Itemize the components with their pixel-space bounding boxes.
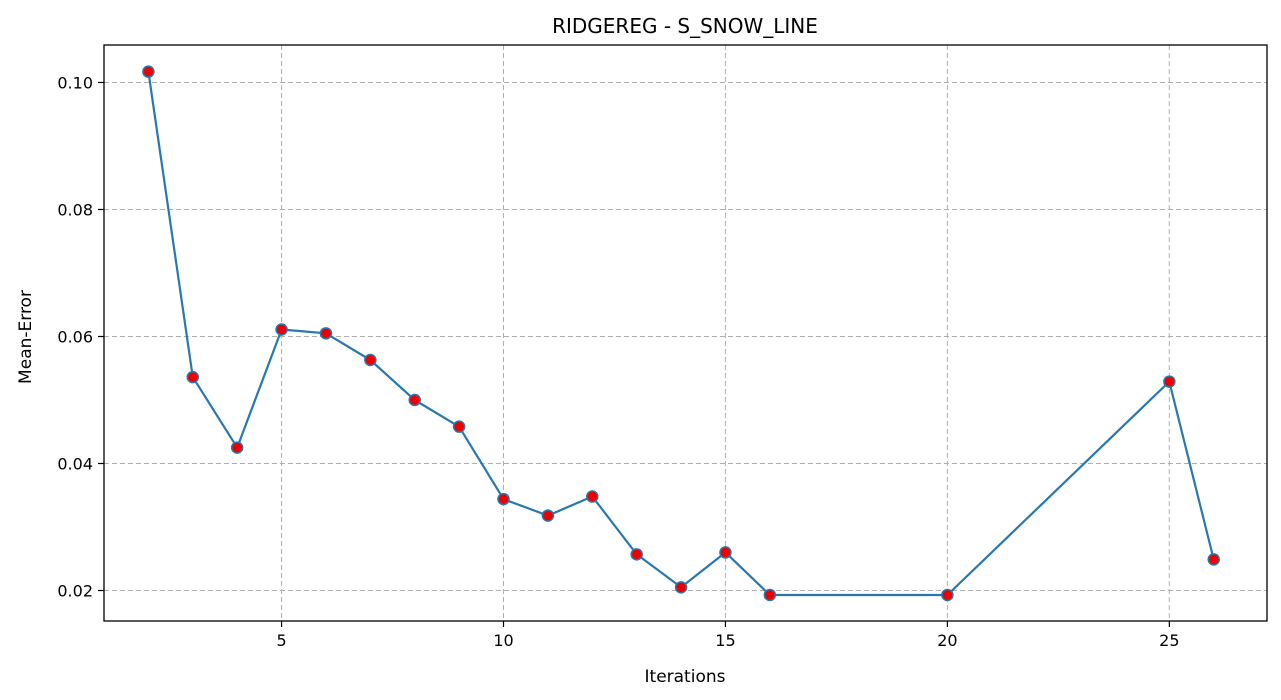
data-point [319, 327, 333, 340]
data-point [1207, 553, 1220, 566]
data-point [497, 492, 510, 506]
data-point [364, 353, 377, 367]
x-tick-label: 10 [493, 631, 513, 650]
data-point [452, 420, 466, 433]
y-axis-label: Mean-Error [16, 290, 36, 384]
data-point [586, 490, 599, 503]
x-tick-label: 25 [1159, 631, 1179, 650]
data-point [674, 581, 688, 594]
data-point [941, 588, 954, 602]
x-tick-label: 5 [276, 631, 286, 650]
grid-lines [104, 45, 1267, 621]
data-point [630, 548, 643, 561]
data-point [408, 393, 421, 407]
data-point [541, 509, 555, 522]
y-tick-label: 0.08 [57, 200, 93, 219]
y-tick-label: 0.04 [57, 455, 93, 474]
series-line [147, 71, 1215, 597]
data-point [186, 370, 200, 384]
data-point [142, 65, 155, 78]
x-axis-label: Iterations [645, 667, 726, 687]
series-layer [142, 65, 1220, 602]
chart-title: RIDGEREG - S_SNOW_LINE [552, 14, 818, 38]
data-point [1163, 375, 1176, 388]
tick-layer: 5 10 15 20 25 0.02 0.04 0.06 0.08 0.10 [57, 73, 1179, 650]
y-tick-label: 0.02 [57, 582, 93, 601]
data-point [719, 546, 732, 559]
data-point [275, 323, 288, 336]
plot-frame [103, 44, 1268, 622]
y-tick-label: 0.06 [57, 327, 93, 346]
data-point [763, 588, 777, 602]
x-tick-label: 15 [715, 631, 735, 650]
y-tick-label: 0.10 [57, 73, 93, 92]
data-point [230, 441, 244, 454]
x-tick-label: 20 [937, 631, 957, 650]
